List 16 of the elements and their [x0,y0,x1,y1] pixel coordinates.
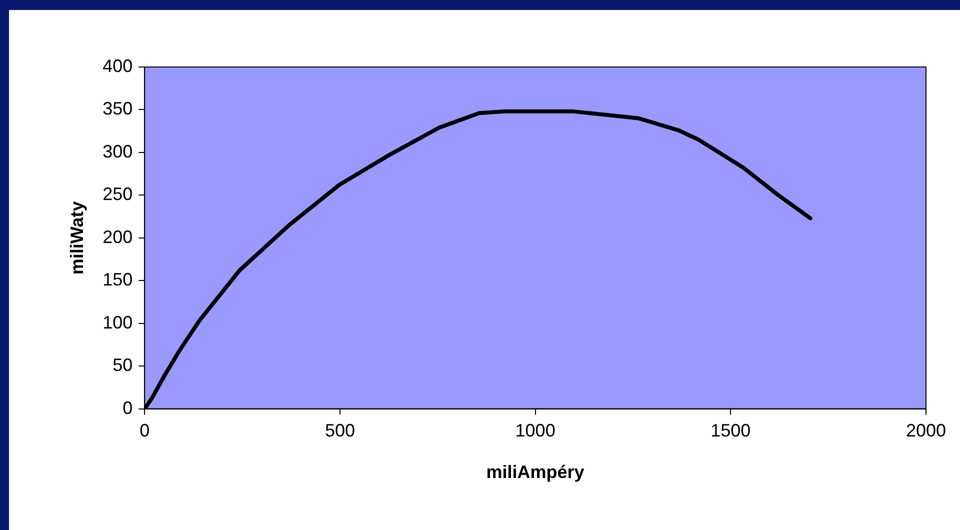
x-axis-title: miliAmpéry [486,462,584,482]
y-tick-label: 50 [112,355,133,376]
y-tick-label: 400 [102,56,133,76]
y-axis-title: miliWaty [66,201,87,275]
x-tick-label: 1000 [515,420,556,441]
x-tick-label: 2000 [906,420,946,441]
y-tick-label: 300 [102,141,133,162]
y-tick-label: 200 [102,226,133,247]
x-tick-label: 1500 [710,420,751,441]
y-tick-label: 100 [102,312,133,332]
y-tick-label: 0 [122,398,133,418]
y-tick-label: 250 [102,184,133,204]
x-tick-label: 0 [140,420,150,441]
x-tick-label: 500 [324,420,355,441]
y-tick-label: 350 [102,98,133,119]
y-tick-label: 150 [102,270,133,290]
